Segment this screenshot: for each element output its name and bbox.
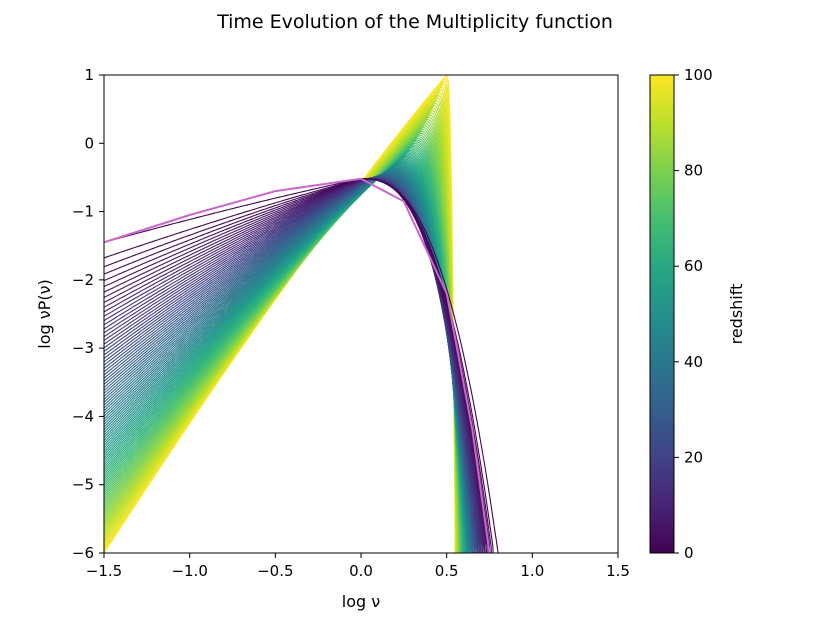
x-tick-label: 0.5 — [435, 562, 459, 580]
redshift-curve — [104, 166, 469, 553]
redshift-curve — [104, 160, 467, 553]
colorbar-tick-label: 0 — [684, 544, 694, 562]
colorbar-tick-label: 60 — [684, 257, 703, 275]
y-axis-label: log νP(ν) — [35, 279, 54, 348]
x-tick-label: −1.0 — [171, 562, 207, 580]
redshift-curve — [104, 171, 472, 553]
colorbar-tick-label: 20 — [684, 448, 703, 466]
redshift-curve — [104, 160, 467, 553]
colorbar — [649, 74, 675, 554]
y-tick-label: −1 — [72, 203, 94, 221]
redshift-curve — [104, 162, 467, 553]
redshift-curve — [104, 158, 466, 553]
redshift-curve — [104, 171, 471, 553]
redshift-curve — [104, 163, 467, 553]
redshift-curve — [104, 172, 472, 553]
colorbar-tick-label: 100 — [684, 66, 713, 84]
redshift-curve — [104, 165, 468, 553]
y-tick-label: 1 — [84, 66, 94, 84]
redshift-curve — [104, 167, 469, 553]
colorbar-tick-label: 80 — [684, 162, 703, 180]
y-tick-label: 0 — [84, 134, 94, 152]
redshift-curve — [104, 168, 470, 553]
colorbar-label: redshift — [727, 284, 746, 345]
reference-curve — [104, 177, 491, 553]
redshift-curve — [104, 178, 499, 553]
x-tick-label: 1.5 — [606, 562, 630, 580]
colorbar-tick-label: 40 — [684, 353, 703, 371]
redshift-curve — [104, 161, 467, 553]
x-tick-label: −0.5 — [257, 562, 293, 580]
colorbar-axis: 0 20 40 60 80 100 — [674, 66, 713, 562]
redshift-curve — [104, 178, 494, 553]
redshift-curve — [104, 164, 468, 553]
redshift-curve — [104, 178, 492, 553]
x-axis: −1.5 −1.0 −0.5 0.0 0.5 1.0 1.5 — [86, 553, 630, 580]
chart-title: Time Evolution of the Multiplicity funct… — [216, 11, 613, 33]
redshift-curve — [104, 168, 470, 553]
y-tick-label: −4 — [72, 407, 94, 425]
y-tick-label: −3 — [72, 339, 94, 357]
redshift-curve — [104, 159, 467, 553]
redshift-curve — [104, 166, 468, 553]
curve-group — [104, 75, 499, 553]
y-tick-label: −6 — [72, 544, 94, 562]
x-tick-label: −1.5 — [86, 562, 122, 580]
redshift-curve — [104, 169, 470, 553]
redshift-curve — [104, 169, 470, 553]
x-tick-label: 1.0 — [520, 562, 544, 580]
y-tick-label: −2 — [72, 271, 94, 289]
y-axis: −6 −5 −4 −3 −2 −1 0 1 — [72, 66, 104, 562]
redshift-curve — [104, 170, 470, 553]
y-tick-label: −5 — [72, 476, 94, 494]
redshift-curve — [104, 172, 472, 553]
x-axis-label: log ν — [342, 592, 380, 611]
x-tick-label: 0.0 — [349, 562, 373, 580]
